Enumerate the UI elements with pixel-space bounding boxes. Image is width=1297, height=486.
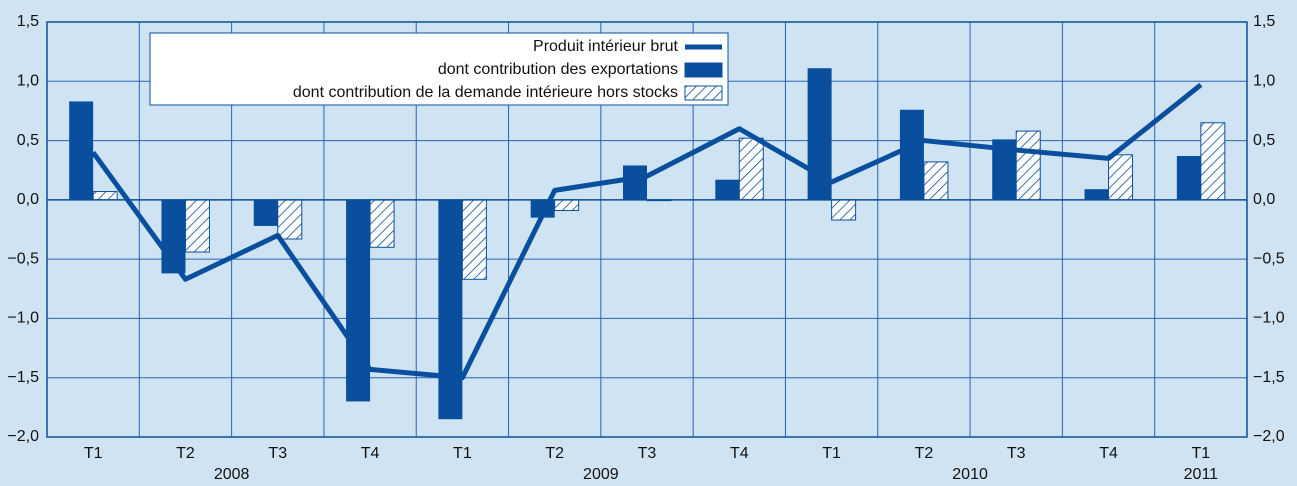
x-tick-label: T2 [545, 445, 564, 462]
y-tick-label-right: −2,0 [1253, 428, 1285, 445]
bar [1176, 155, 1201, 200]
x-tick-label: T2 [915, 445, 934, 462]
x-tick-label: T3 [268, 445, 287, 462]
bar [438, 199, 463, 420]
bar [69, 101, 94, 200]
bar [623, 165, 647, 200]
y-tick-label: −1,5 [7, 369, 39, 386]
y-tick-label: −2,0 [7, 428, 39, 445]
legend-label: dont contribution de la demande intérieu… [293, 84, 678, 101]
x-tick-label: T3 [1007, 445, 1026, 462]
legend-box [149, 32, 729, 106]
y-tick-label-right: −1,0 [1253, 310, 1285, 327]
bar [92, 191, 118, 201]
y-tick-label: 1,5 [17, 13, 39, 30]
legend: Produit intérieur brut dont contribution … [149, 32, 729, 106]
y-tick-label-right: 1,5 [1253, 13, 1275, 30]
legend-swatch [684, 62, 723, 78]
legend-label: dont contribution des exportations [438, 61, 678, 78]
bar [253, 199, 278, 226]
y-tick-label-right: −0,5 [1253, 250, 1285, 267]
bar [277, 199, 303, 240]
bar [461, 199, 487, 280]
year-label: 2011 [1184, 466, 1219, 483]
year-label: 2010 [952, 466, 988, 483]
bar [1108, 154, 1134, 201]
x-tick-label: T4 [1099, 445, 1118, 462]
bar [831, 199, 857, 221]
bar [715, 179, 740, 200]
x-tick-label: T1 [822, 445, 841, 462]
y-tick-label-right: −1,5 [1253, 369, 1285, 386]
y-tick-label-right: 0,0 [1253, 191, 1275, 208]
legend-label: Produit intérieur brut [533, 38, 679, 55]
bar [369, 199, 395, 248]
bar [738, 137, 764, 201]
x-tick-label: T4 [361, 445, 380, 462]
bar [923, 161, 949, 201]
x-tick-label: T3 [638, 445, 657, 462]
x-tick-label: T2 [176, 445, 195, 462]
x-tick-label: T1 [453, 445, 472, 462]
x-tick-label: T1 [84, 445, 103, 462]
plot-frame [46, 21, 1248, 438]
x-tick-label: T4 [730, 445, 749, 462]
y-tick-label: −0,5 [7, 250, 39, 267]
line [91, 82, 1203, 381]
y-tick-label: 0,5 [17, 132, 39, 149]
y-tick-label-right: 1,0 [1253, 73, 1275, 90]
bar [554, 199, 580, 212]
year-label: 2009 [583, 466, 619, 483]
y-tick-label: 1,0 [17, 73, 39, 90]
bar [184, 199, 210, 253]
bar [1084, 189, 1109, 200]
legend-swatch [684, 85, 723, 101]
bar [346, 199, 371, 402]
bar [1015, 130, 1041, 201]
bar [1200, 122, 1226, 201]
bar [899, 109, 924, 200]
year-label: 2008 [214, 466, 250, 483]
y-tick-label-right: 0,5 [1253, 132, 1275, 149]
x-tick-label: T1 [1192, 445, 1211, 462]
y-tick-label: 0,0 [17, 191, 39, 208]
y-tick-label: −1,0 [7, 310, 39, 327]
